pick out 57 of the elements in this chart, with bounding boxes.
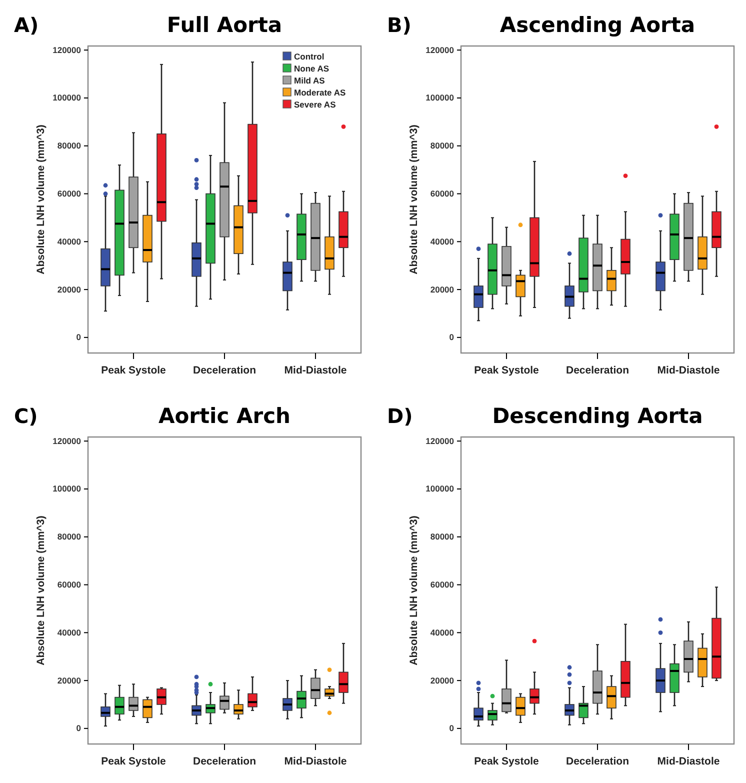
x-tick-label: Mid-Diastole xyxy=(284,756,347,768)
x-tick-label: Peak Systole xyxy=(101,756,166,768)
y-tick-label: 60000 xyxy=(430,188,454,198)
y-tick-label: 60000 xyxy=(57,579,82,590)
y-tick-label: 80000 xyxy=(57,532,82,542)
y-tick-label: 100000 xyxy=(52,484,82,494)
y-tick-label: 0 xyxy=(449,332,454,342)
y-tick-label: 120000 xyxy=(426,436,454,446)
y-axis-title: Absolute LNH volume (mm^3) xyxy=(408,124,420,274)
legend-label: Severe AS xyxy=(294,100,336,110)
y-tick-label: 120000 xyxy=(426,44,454,55)
text: C) xyxy=(14,404,38,428)
y-tick-label: 40000 xyxy=(57,236,82,246)
y-tick-label: 40000 xyxy=(430,236,454,246)
text: A) xyxy=(14,13,39,37)
chart-title: Ascending Aorta xyxy=(500,13,696,37)
legend-label: Mild AS xyxy=(294,76,326,86)
y-tick-label: 40000 xyxy=(57,627,82,638)
y-tick-label: 0 xyxy=(449,723,454,734)
y-tick-label: 60000 xyxy=(57,188,82,198)
x-tick-label: Peak Systole xyxy=(101,364,166,377)
y-tick-label: 20000 xyxy=(57,675,82,686)
x-tick-label: Deceleration xyxy=(192,756,256,768)
y-tick-label: 0 xyxy=(76,723,82,734)
text: B) xyxy=(387,13,412,37)
chart-title: Full Aorta xyxy=(166,13,282,37)
x-tick-label: Deceleration xyxy=(192,364,256,377)
y-tick-label: 100000 xyxy=(52,92,82,103)
y-tick-label: 20000 xyxy=(57,284,82,294)
y-tick-label: 40000 xyxy=(430,627,454,638)
y-tick-label: 100000 xyxy=(426,92,454,103)
y-tick-label: 80000 xyxy=(57,140,82,151)
chart-title: Aortic Arch xyxy=(158,404,291,428)
legend-label: Moderate AS xyxy=(294,88,346,98)
x-tick-label: Mid-Diastole xyxy=(284,364,347,377)
y-axis-title: Absolute LNH volume (mm^3) xyxy=(408,516,420,666)
x-tick-label: Mid-Diastole xyxy=(657,364,720,377)
legend-label: Control xyxy=(294,52,324,62)
y-tick-label: 20000 xyxy=(430,675,454,686)
legend-label: None AS xyxy=(294,64,330,74)
y-tick-label: 120000 xyxy=(52,44,82,55)
x-tick-label: Peak Systole xyxy=(474,756,540,768)
y-tick-label: 100000 xyxy=(426,484,454,494)
text: D) xyxy=(387,404,413,428)
x-tick-label: Deceleration xyxy=(566,756,630,768)
chart-title: Descending Aorta xyxy=(492,404,703,428)
y-tick-label: 60000 xyxy=(430,579,454,590)
x-tick-label: Mid-Diastole xyxy=(657,756,720,768)
y-tick-label: 20000 xyxy=(430,284,454,294)
y-tick-label: 80000 xyxy=(430,140,454,151)
y-tick-label: 0 xyxy=(76,332,82,342)
y-axis-title: Absolute LNH volume (mm^3) xyxy=(35,124,47,274)
x-tick-label: Deceleration xyxy=(566,364,630,377)
y-axis-title: Absolute LNH volume (mm^3) xyxy=(35,516,47,666)
y-tick-label: 120000 xyxy=(52,436,82,446)
y-tick-label: 80000 xyxy=(430,532,454,542)
x-tick-label: Peak Systole xyxy=(474,364,540,377)
